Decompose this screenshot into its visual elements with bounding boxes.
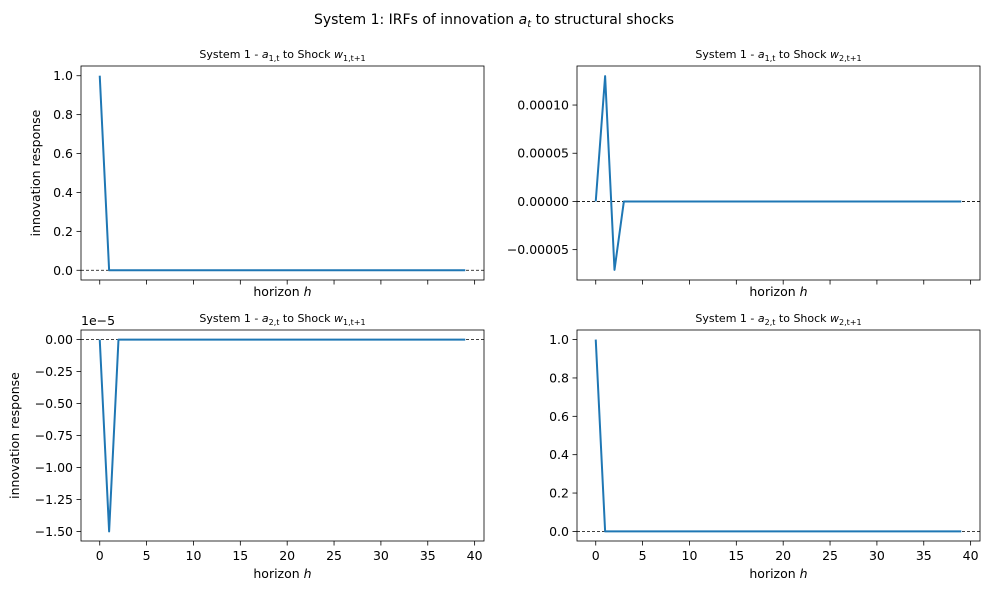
x-tick-label: 5 (639, 548, 647, 563)
x-axis-label: horizon h (749, 284, 807, 299)
y-tick-label: −0.25 (35, 364, 73, 379)
series-line (596, 76, 962, 270)
y-tick-label: 0.0 (53, 263, 73, 278)
subplot-3: 0 5 10 15 20 25 30 35 40 −1.50 −1.25 −1.00 −0.75 −0.5… (7, 312, 484, 581)
subplot-title: System 1 - a1,t to Shock w2,t+1 (695, 48, 861, 63)
x-tick-label: 10 (682, 548, 698, 563)
y-tick-label: −0.00005 (507, 242, 569, 257)
subplot-title: System 1 - a1,t to Shock w1,t+1 (199, 48, 365, 63)
y-tick-label: −0.75 (35, 428, 73, 443)
y-tick-label: −1.25 (35, 492, 73, 507)
y-tick-label: 0.2 (53, 224, 73, 239)
y-tick-label: −1.50 (35, 524, 73, 539)
x-tick-label: 20 (279, 548, 295, 563)
y-tick-label: 0.4 (53, 185, 73, 200)
y-tick-label: 0.6 (549, 409, 569, 424)
x-axis-label: horizon h (749, 566, 807, 581)
subplot-title: System 1 - a2,t to Shock w1,t+1 (199, 312, 365, 327)
x-tick-label: 15 (232, 548, 248, 563)
x-tick-label: 30 (869, 548, 885, 563)
subplots: 0.0 0.2 0.4 0.6 0.8 1.0 System 1 - a1,t to Sho… (7, 48, 980, 581)
x-tick-label: 5 (143, 548, 151, 563)
y-tick-label: 0.00010 (517, 98, 569, 113)
axes-frame (577, 330, 980, 541)
y-tick-label: 0.4 (549, 447, 569, 462)
y-tick-label: 0.00 (45, 332, 73, 347)
y-axis-label: innovation response (7, 372, 22, 499)
y-tick-label: 0.00000 (517, 194, 569, 209)
x-tick-label: 15 (728, 548, 744, 563)
y-tick-label: 0.2 (549, 486, 569, 501)
x-tick-label: 30 (373, 548, 389, 563)
y-tick-label: 0.0 (549, 524, 569, 539)
subplot-2: −0.00005 0.00000 0.00005 0.00010 System 1 - … (507, 48, 980, 299)
series-line (100, 76, 466, 271)
x-tick-label: 0 (96, 548, 104, 563)
x-tick-label: 10 (186, 548, 202, 563)
x-axis-label: horizon h (253, 566, 311, 581)
subplot-4: 0 5 10 15 20 25 30 35 40 0.0 0.2 0.4 0.6 0.8 1.0 System… (549, 312, 980, 581)
y-tick-label: 1.0 (53, 68, 73, 83)
x-tick-label: 40 (467, 548, 483, 563)
x-tick-label: 25 (326, 548, 342, 563)
axes-frame (81, 330, 484, 541)
x-tick-label: 25 (822, 548, 838, 563)
y-tick-label: −1.00 (35, 460, 73, 475)
y-tick-label: 0.8 (549, 370, 569, 385)
series-line (100, 340, 466, 532)
x-tick-label: 40 (963, 548, 979, 563)
y-tick-label: 0.00005 (517, 146, 569, 161)
subplot-title: System 1 - a2,t to Shock w2,t+1 (695, 312, 861, 327)
x-tick-label: 0 (592, 548, 600, 563)
subplot-1: 0.0 0.2 0.4 0.6 0.8 1.0 System 1 - a1,t to Sho… (28, 48, 484, 299)
axes-frame (577, 66, 980, 280)
y-tick-label: −0.50 (35, 396, 73, 411)
y-offset-label: 1e−5 (81, 313, 115, 328)
x-tick-label: 35 (420, 548, 436, 563)
x-axis-label: horizon h (253, 284, 311, 299)
series-line (596, 340, 962, 532)
figure-title: System 1: IRFs of innovation at to struc… (314, 12, 674, 30)
y-axis-label: innovation response (28, 109, 43, 236)
y-tick-label: 1.0 (549, 332, 569, 347)
x-tick-label: 20 (775, 548, 791, 563)
x-tick-label: 35 (916, 548, 932, 563)
y-tick-label: 0.8 (53, 107, 73, 122)
y-tick-label: 0.6 (53, 146, 73, 161)
axes-frame (81, 66, 484, 280)
